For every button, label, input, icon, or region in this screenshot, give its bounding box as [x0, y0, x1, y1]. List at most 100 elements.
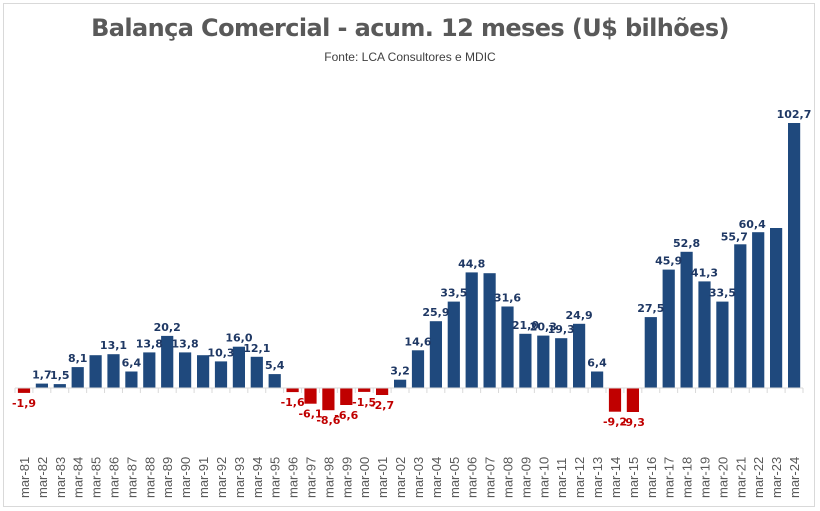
data-label-mar-99: -6,6: [334, 409, 358, 422]
data-label-mar-81: -1,9: [12, 397, 36, 410]
bar-mar-84: [71, 367, 84, 388]
x-tick-labels-group: mar-81 mar-82 mar-83 mar-84 mar-85 mar-86 mar-…: [17, 457, 802, 498]
bar-mar-90: [179, 352, 192, 388]
data-label-mar-15: -9,3: [621, 416, 645, 429]
bar-mar-09: [519, 333, 532, 388]
bar-mar-11: [555, 338, 568, 388]
bar-mar-87: [125, 371, 138, 388]
data-label-mar-89: 20,2: [154, 321, 181, 334]
data-label-mar-88: 13,8: [136, 337, 163, 350]
bars-group: [17, 123, 801, 412]
x-tick-label-mar-82: mar-82: [35, 457, 50, 498]
x-tick-label-mar-93: mar-93: [232, 457, 247, 498]
x-tick-label-mar-95: mar-95: [268, 457, 283, 498]
data-label-mar-14: -9,2: [603, 416, 627, 429]
data-label-mar-04: 25,9: [422, 306, 449, 319]
x-tick-label-mar-13: mar-13: [590, 457, 605, 498]
data-label-mar-83: 1,5: [50, 369, 70, 382]
x-tick-label-mar-21: mar-21: [733, 457, 748, 498]
bar-mar-85: [89, 355, 102, 388]
data-label-mar-87: 6,4: [122, 357, 142, 370]
x-tick-label-mar-19: mar-19: [698, 457, 713, 498]
data-label-mar-09: 21,0: [512, 319, 539, 332]
bar-mar-24: [788, 123, 801, 388]
x-tick-label-mar-15: mar-15: [626, 457, 641, 498]
x-tick-label-mar-06: mar-06: [465, 457, 480, 498]
bar-mar-02: [394, 379, 407, 388]
bar-mar-01: [376, 388, 389, 395]
data-label-mar-19: 41,3: [691, 266, 718, 279]
bar-mar-00: [358, 388, 371, 392]
x-tick-label-mar-85: mar-85: [89, 457, 104, 498]
bar-mar-93: [232, 346, 245, 388]
bar-mar-96: [286, 388, 299, 393]
data-label-mar-92: 10,3: [207, 346, 234, 359]
x-tick-label-mar-90: mar-90: [178, 457, 193, 498]
data-label-mar-18: 52,8: [673, 237, 700, 250]
x-tick-label-mar-83: mar-83: [53, 457, 68, 498]
bar-mar-83: [53, 384, 66, 388]
x-tick-label-mar-04: mar-04: [429, 457, 444, 498]
data-label-mar-20: 33,5: [709, 287, 736, 300]
bar-mar-23: [770, 228, 783, 388]
bar-mar-19: [698, 281, 711, 388]
x-axis-group: [14, 387, 804, 393]
x-tick-label-mar-91: mar-91: [196, 457, 211, 498]
bar-mar-15: [626, 388, 639, 412]
bar-mar-81: [17, 388, 31, 393]
bar-mar-89: [161, 335, 174, 388]
data-label-mar-95: 5,4: [265, 359, 285, 372]
x-tick-label-mar-81: mar-81: [17, 457, 32, 498]
data-label-mar-03: 14,6: [404, 335, 431, 348]
bar-mar-97: [304, 388, 317, 404]
data-label-mar-00: -1,5: [352, 396, 376, 409]
x-tick-label-mar-23: mar-23: [769, 457, 784, 498]
x-tick-label-mar-22: mar-22: [751, 457, 766, 498]
x-tick-label-mar-03: mar-03: [411, 457, 426, 498]
chart-title: Balança Comercial - acum. 12 meses (U$ b…: [91, 14, 729, 42]
bar-mar-16: [644, 317, 657, 389]
bar-mar-05: [447, 301, 460, 388]
bar-mar-04: [429, 321, 442, 388]
x-tick-label-mar-02: mar-02: [393, 457, 408, 498]
x-tick-label-mar-89: mar-89: [160, 457, 175, 498]
data-label-mar-13: 6,4: [587, 357, 607, 370]
bar-mar-82: [35, 383, 48, 388]
x-tick-label-mar-10: mar-10: [536, 457, 551, 498]
x-tick-label-mar-14: mar-14: [608, 457, 623, 498]
x-tick-label-mar-24: mar-24: [787, 457, 802, 498]
bar-mar-95: [268, 374, 281, 388]
bar-mar-14: [608, 388, 622, 412]
data-label-mar-12: 24,9: [566, 309, 593, 322]
x-tick-label-mar-07: mar-07: [483, 457, 498, 498]
bar-mar-06: [465, 272, 478, 388]
data-label-mar-82: 1,7: [32, 369, 52, 382]
data-label-mar-24: 102,7: [777, 108, 812, 121]
data-label-mar-08: 31,6: [494, 292, 521, 305]
data-label-mar-84: 8,1: [68, 352, 88, 365]
data-label-mar-06: 44,8: [458, 257, 485, 270]
data-label-mar-22: 60,4: [739, 218, 766, 231]
bar-mar-91: [197, 355, 210, 388]
data-label-mar-17: 45,9: [655, 255, 682, 268]
data-labels-group: -1,9 1,71,5 8,1 13,1 6,4 13,8 20,2 13,8 10,316,0…: [12, 108, 811, 429]
x-tick-label-mar-84: mar-84: [71, 457, 86, 498]
x-tick-label-mar-99: mar-99: [339, 457, 354, 498]
x-tick-label-mar-17: mar-17: [662, 457, 677, 498]
chart-subtitle: Fonte: LCA Consultores e MDIC: [324, 50, 496, 64]
data-label-mar-98: -8,6: [316, 414, 340, 427]
bar-mar-08: [501, 306, 514, 388]
bar-mar-94: [250, 356, 263, 388]
x-tick-label-mar-09: mar-09: [518, 457, 533, 498]
x-tick-label-mar-01: mar-01: [375, 457, 390, 498]
bar-mar-20: [716, 301, 729, 388]
data-label-mar-94: 12,1: [243, 342, 270, 355]
bar-mar-17: [662, 269, 675, 388]
bar-mar-07: [483, 273, 496, 388]
bar-mar-92: [214, 361, 228, 388]
bar-mar-99: [340, 388, 353, 405]
bar-mar-21: [734, 244, 747, 388]
data-label-mar-16: 27,5: [637, 302, 664, 315]
x-tick-label-mar-16: mar-16: [644, 457, 659, 498]
